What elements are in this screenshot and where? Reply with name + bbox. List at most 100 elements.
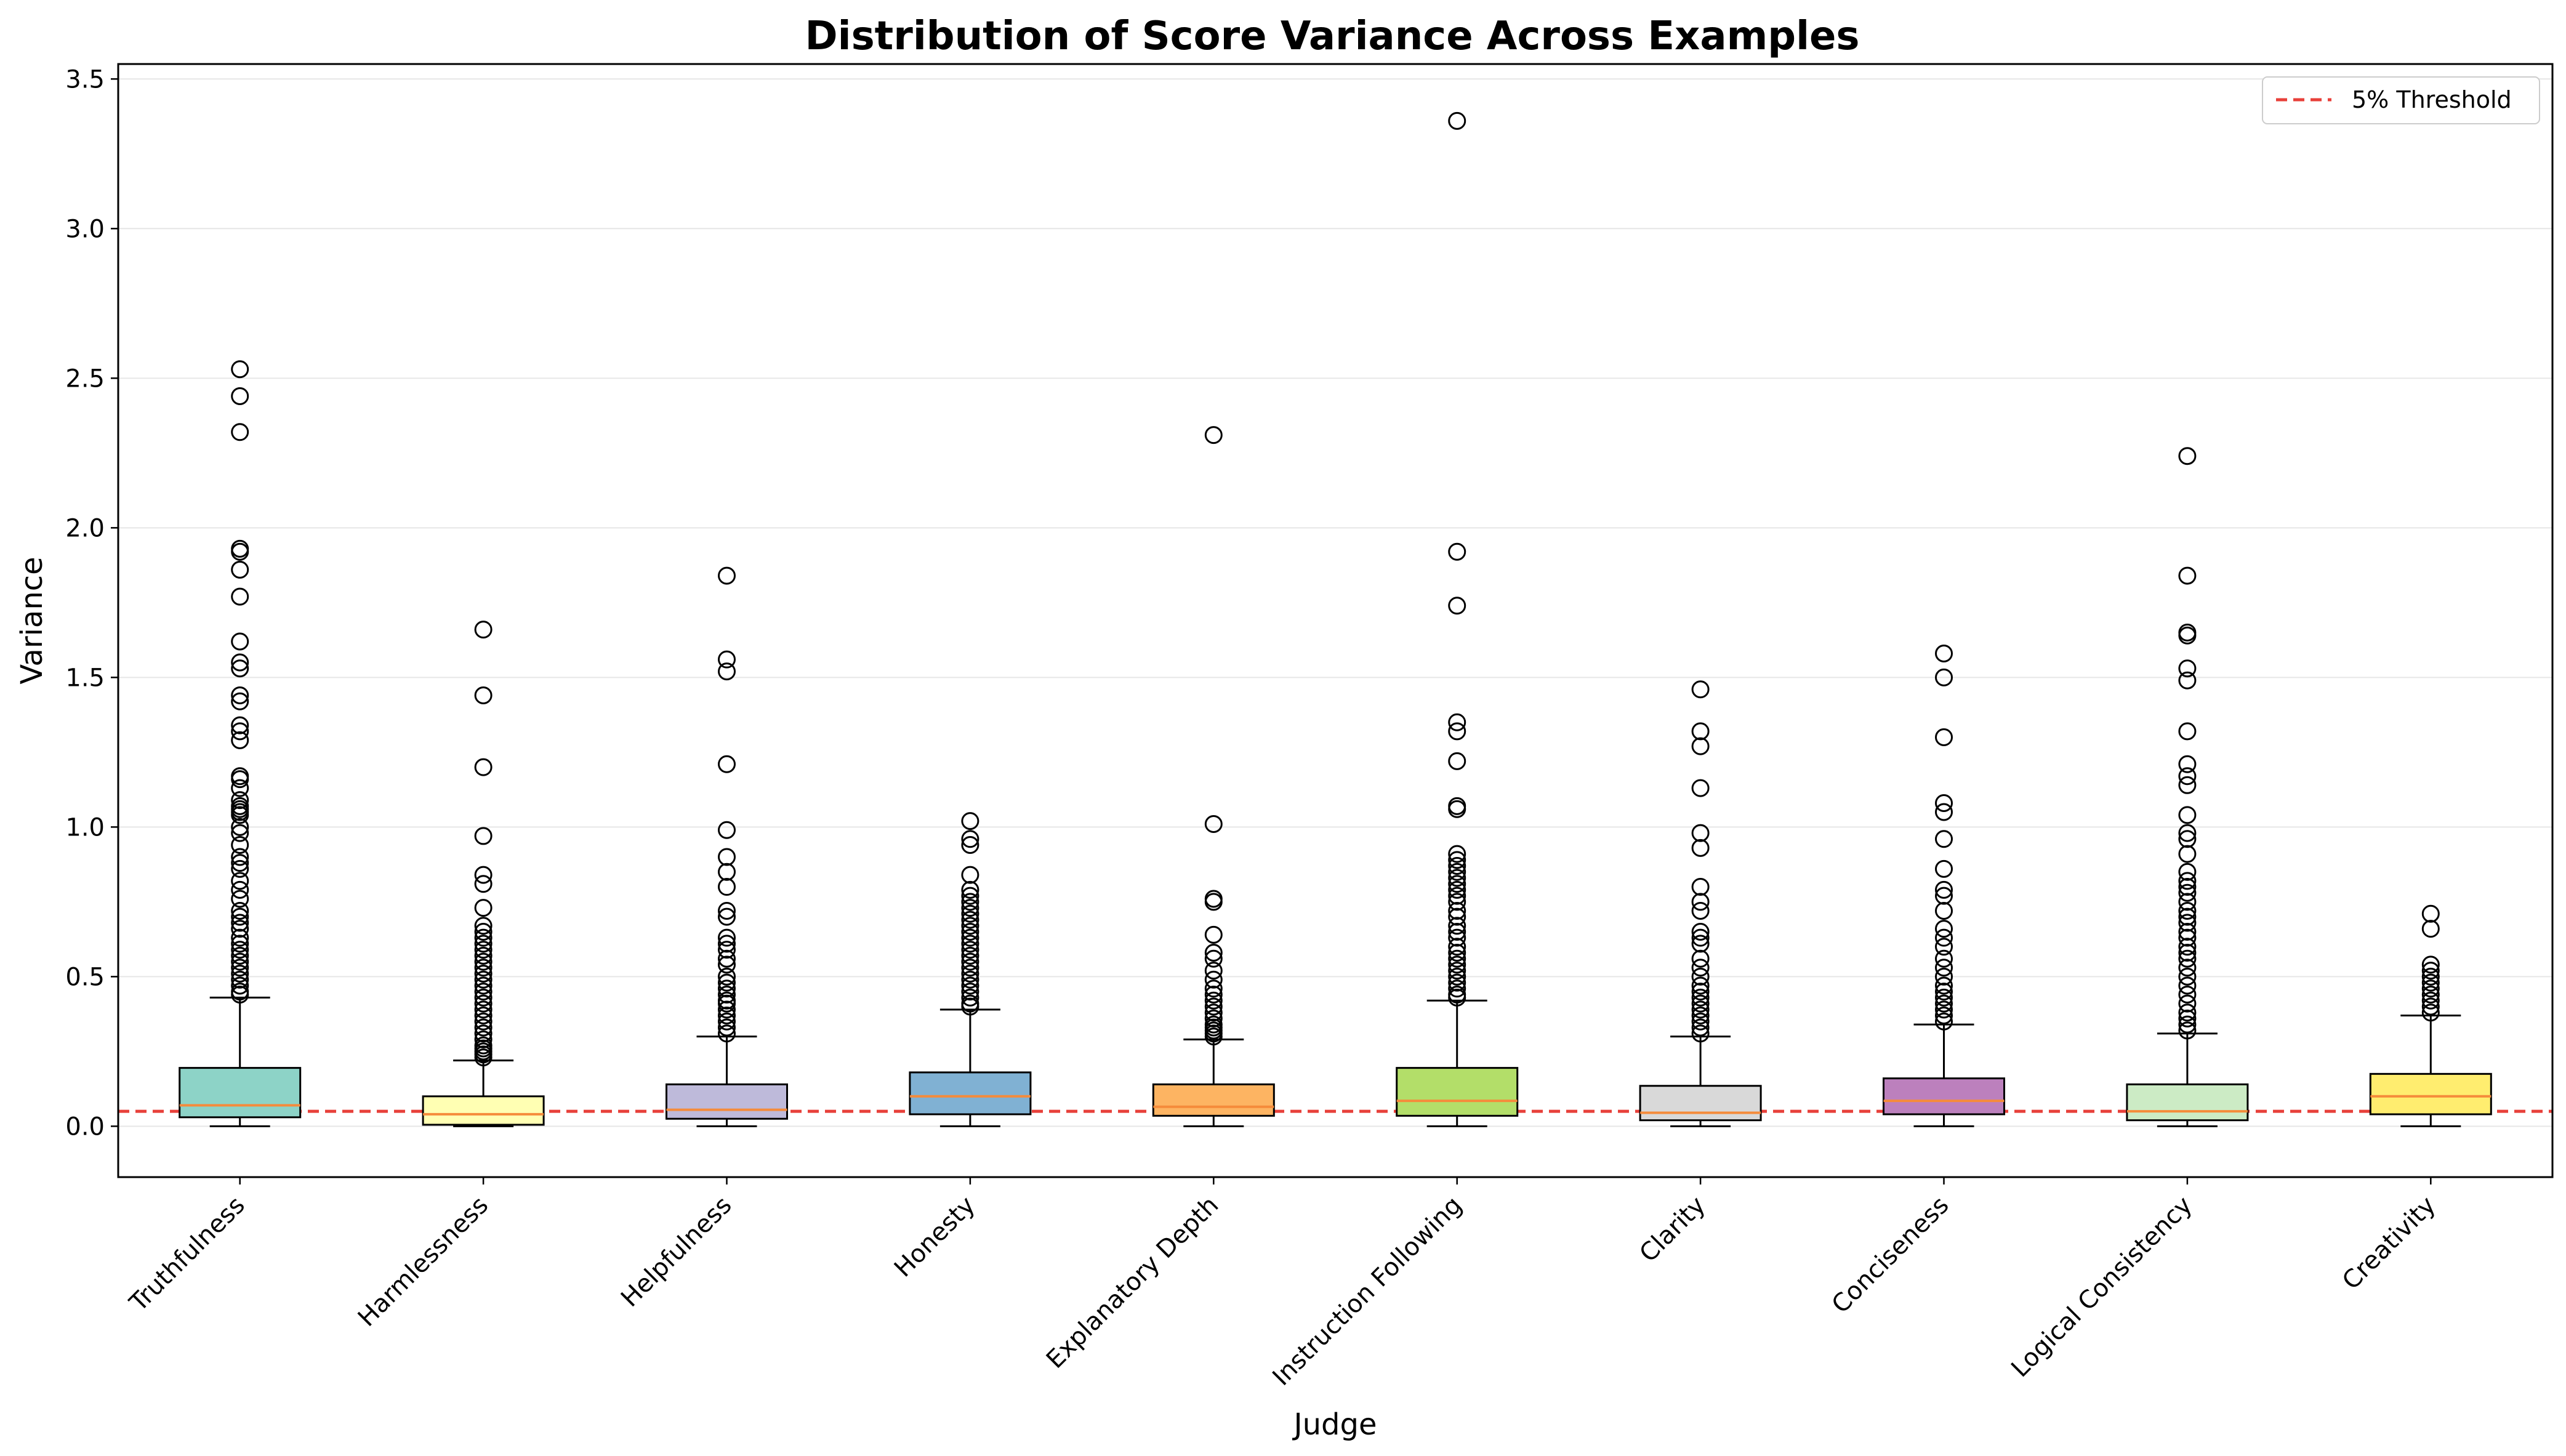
outlier-point (1204, 962, 1223, 980)
outlier-point (1448, 880, 1466, 899)
outlier-point (1448, 597, 1466, 615)
outlier-point (474, 1018, 493, 1037)
outlier-point (1204, 997, 1223, 1016)
outlier-point (961, 952, 979, 971)
outlier-point (231, 560, 249, 579)
outlier-point (1448, 800, 1466, 818)
x-axis-label: Judge (1292, 1407, 1377, 1442)
outlier-point (718, 662, 736, 681)
outlier-point (1448, 922, 1466, 941)
outlier-point (961, 922, 979, 941)
outlier-point (231, 387, 249, 405)
box-body (1152, 1083, 1275, 1117)
outlier-point (1935, 994, 1953, 1013)
outlier-point (1448, 722, 1466, 741)
outlier-point (2178, 767, 2197, 786)
box-group (1639, 680, 1762, 1127)
outlier-point (718, 955, 736, 974)
outlier-point (2178, 1021, 2197, 1040)
outlier-point (718, 907, 736, 926)
outlier-point (474, 994, 493, 1013)
box-group (1152, 426, 1275, 1127)
outlier-point (231, 970, 249, 989)
outlier-point (474, 952, 493, 971)
outlier-point (474, 866, 493, 884)
outlier-point (961, 970, 979, 989)
outlier-point (2178, 938, 2197, 956)
box-group (1396, 111, 1519, 1127)
outlier-point (2178, 878, 2197, 896)
outlier-point (474, 959, 493, 977)
outlier-point (1935, 794, 1953, 812)
outlier-point (1204, 991, 1223, 1010)
y-tick-label: 0.5 (65, 963, 105, 991)
outlier-point (718, 1007, 736, 1025)
outlier-point (961, 866, 979, 884)
outlier-point (1691, 983, 1710, 1001)
outlier-point (231, 920, 249, 938)
outlier-point (231, 959, 249, 977)
outlier-point (718, 1012, 736, 1031)
outlier-point (474, 922, 493, 941)
box-group (1883, 644, 2005, 1127)
outlier-point (961, 917, 979, 935)
outlier-point (474, 827, 493, 845)
outlier-point (2178, 671, 2197, 690)
outlier-point (1935, 967, 1953, 986)
outlier-point (1448, 938, 1466, 956)
outlier-point (2178, 1015, 2197, 1034)
outlier-point (231, 848, 249, 866)
outlier-point (231, 986, 249, 1004)
outlier-point (718, 949, 736, 968)
outlier-point (718, 973, 736, 992)
box-group (666, 566, 788, 1127)
outlier-point (474, 935, 493, 953)
outlier-point (961, 893, 979, 911)
box-group (179, 360, 302, 1127)
outlier-point (231, 859, 249, 878)
outlier-point (1448, 887, 1466, 905)
box-group (909, 812, 1032, 1127)
outlier-point (1204, 949, 1223, 968)
outlier-point (231, 722, 249, 741)
outlier-point (2178, 893, 2197, 911)
outlier-point (474, 1007, 493, 1025)
outlier-point (231, 914, 249, 932)
outlier-point (1935, 959, 1953, 977)
outlier-point (2178, 1009, 2197, 1028)
outlier-point (1691, 928, 1710, 947)
outlier-point (961, 983, 979, 1001)
outlier-point (1691, 839, 1710, 857)
outlier-point (2421, 955, 2440, 974)
outlier-point (1448, 917, 1466, 935)
outlier-point (1448, 875, 1466, 893)
outlier-point (1691, 779, 1710, 797)
outlier-point (2421, 997, 2440, 1016)
outlier-point (1935, 668, 1953, 686)
outlier-point (961, 928, 979, 947)
outlier-point (1448, 845, 1466, 863)
outlier-point (2178, 994, 2197, 1013)
y-axis: 0.0 0.5 1.0 1.5 2.0 2.5 3.0 3.5 (65, 65, 118, 1141)
outlier-point (474, 1030, 493, 1048)
outlier-point (474, 917, 493, 935)
outlier-point (2178, 447, 2197, 465)
outlier-point (2178, 806, 2197, 824)
outlier-point (1935, 976, 1953, 995)
outlier-point (1935, 887, 1953, 905)
outlier-point (2178, 845, 2197, 863)
outlier-point (474, 946, 493, 965)
outlier-point (961, 812, 979, 831)
outlier-point (1204, 1009, 1223, 1028)
chart-title: Distribution of Score Variance Across Ex… (805, 14, 1860, 59)
box-body (2126, 1083, 2249, 1122)
outlier-point (718, 821, 736, 839)
outlier-point (1691, 1000, 1710, 1019)
outlier-point (1448, 943, 1466, 962)
outlier-point (2178, 986, 2197, 1004)
outlier-point (718, 863, 736, 881)
outlier-point (718, 967, 736, 986)
outlier-point (2421, 991, 2440, 1010)
